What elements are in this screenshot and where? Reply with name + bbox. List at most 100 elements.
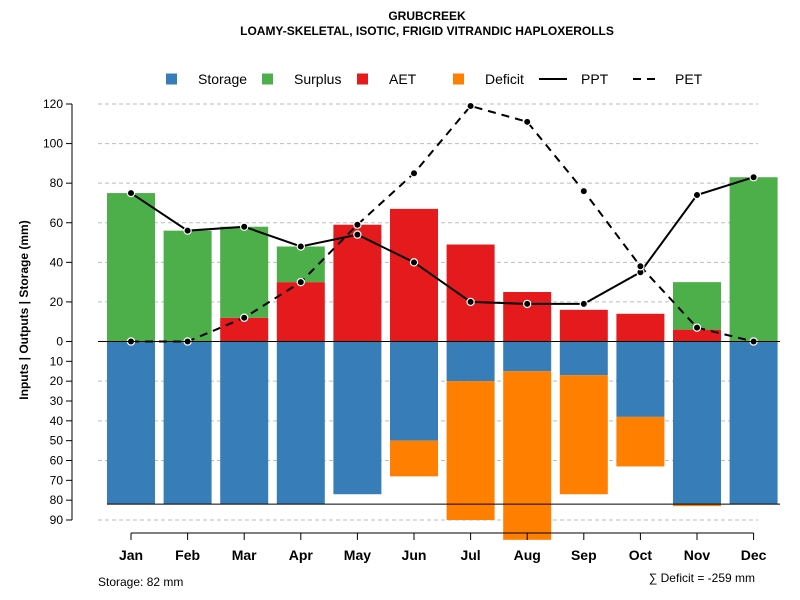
y-tick-label: 30 [50, 394, 64, 408]
bar-surplus-apr [276, 246, 325, 283]
pet-point-apr [296, 277, 305, 287]
x-tick-label-may: May [344, 547, 371, 563]
bar-storage-feb [163, 341, 212, 505]
y-tick-label: 60 [50, 454, 64, 468]
bar-storage-mar [220, 341, 269, 505]
bar-storage-jan [107, 341, 155, 505]
legend-swatch-storage [166, 73, 177, 85]
pet-line [131, 104, 754, 343]
axes: 0 20 40 60 80 100 120 10 20 30 40 50 60 70 80 90 Jan Feb M… [43, 97, 780, 563]
bar-deficit-sep [559, 375, 608, 495]
pet-point-jul [466, 101, 475, 111]
bar-deficit-oct [616, 416, 665, 467]
y-tick-label: 90 [50, 513, 64, 527]
y-tick-label: 40 [50, 255, 64, 269]
bar-aet-nov [673, 329, 721, 342]
ppt-point-dec [749, 173, 758, 182]
ppt-point-apr [296, 242, 305, 251]
y-tick-label: 50 [50, 434, 64, 448]
bars [107, 177, 778, 540]
bar-storage-nov [673, 341, 721, 505]
ppt-point-aug [523, 299, 532, 309]
x-tick-label-jun: Jun [402, 547, 427, 563]
ppt-line [130, 176, 754, 305]
chart-title: GRUBCREEK [388, 9, 466, 23]
storage-note: Storage: 82 mm [98, 575, 183, 589]
ppt-point-feb [183, 226, 192, 235]
bar-aet-jun [390, 208, 438, 342]
y-tick-label: 70 [50, 473, 64, 487]
ppt-point-mar [239, 222, 249, 231]
legend-swatch-aet [357, 73, 368, 85]
bar-storage-may [333, 341, 382, 495]
x-tick-label-mar: Mar [232, 547, 257, 563]
bar-aet-jul [446, 244, 495, 342]
x-tick-label-aug: Aug [514, 547, 541, 563]
pet-point-jun [409, 169, 419, 178]
x-tick-label-dec: Dec [741, 547, 767, 563]
x-tick-label-oct: Oct [629, 547, 653, 563]
y-tick-label: 40 [50, 414, 64, 428]
ppt-point-nov [692, 190, 702, 200]
x-tick-label-sep: Sep [571, 547, 597, 563]
legend-label-pet: PET [675, 71, 703, 87]
x-tick-label-jan: Jan [119, 547, 143, 563]
bar-surplus-dec [729, 177, 778, 342]
bar-deficit-jul [446, 381, 495, 520]
bar-storage-apr [276, 341, 325, 505]
bar-aet-sep [559, 309, 608, 342]
y-tick-label: 10 [50, 354, 64, 368]
bar-deficit-nov [673, 504, 721, 507]
bar-surplus-feb [163, 230, 212, 342]
ppt-point-may [353, 230, 362, 239]
y-tick-label: 0 [56, 335, 63, 349]
legend-label-surplus: Surplus [294, 71, 341, 87]
pet-point-aug [523, 117, 532, 127]
bar-aet-apr [276, 282, 325, 342]
legend-label-aet: AET [389, 71, 417, 87]
x-tick-label-apr: Apr [289, 547, 314, 563]
bar-storage-jun [390, 341, 438, 441]
bar-surplus-jan [107, 193, 155, 342]
x-tick-label-feb: Feb [175, 547, 200, 563]
ppt-point-jul [466, 297, 475, 307]
pet-point-may [353, 220, 362, 229]
legend: Storage Surplus AET Deficit PPT PET [166, 71, 703, 87]
bar-surplus-nov [673, 282, 721, 330]
bar-aet-aug [503, 292, 552, 342]
ppt-point-sep [579, 299, 589, 309]
bar-storage-sep [559, 341, 608, 376]
y-tick-label: 80 [50, 493, 64, 507]
y-axis-label: Inputs | Outputs | Storage (mm) [17, 220, 31, 399]
pet-point-sep [579, 186, 589, 196]
y-tick-label: 120 [43, 97, 63, 111]
legend-label-storage: Storage [198, 71, 247, 87]
deficit-note: ∑ Deficit = -259 mm [649, 571, 755, 585]
bar-deficit-jun [390, 440, 438, 477]
y-tick-label: 80 [50, 176, 64, 190]
lines [126, 101, 758, 346]
y-tick-label: 100 [43, 137, 63, 151]
bar-storage-jul [446, 341, 495, 382]
bar-deficit-aug [503, 371, 552, 540]
bar-surplus-mar [220, 226, 269, 318]
legend-label-ppt: PPT [581, 71, 609, 87]
chart-subtitle: LOAMY-SKELETAL, ISOTIC, FRIGID VITRANDIC… [240, 24, 614, 38]
legend-swatch-surplus [262, 73, 273, 85]
pet-point-nov [692, 323, 702, 332]
bar-aet-oct [616, 313, 665, 342]
y-tick-label: 60 [50, 216, 64, 230]
pet-point-mar [239, 313, 249, 322]
bar-storage-dec [729, 341, 778, 505]
bar-aet-may [333, 224, 382, 342]
ppt-point-jan [126, 188, 136, 198]
pet-point-oct [636, 262, 645, 271]
x-tick-label-nov: Nov [684, 547, 711, 563]
bar-storage-oct [616, 341, 665, 417]
y-tick-label: 20 [50, 374, 64, 388]
y-tick-label: 20 [50, 295, 64, 309]
x-tick-label-jul: Jul [460, 547, 480, 563]
legend-swatch-deficit [453, 73, 464, 85]
legend-label-deficit: Deficit [485, 71, 524, 87]
